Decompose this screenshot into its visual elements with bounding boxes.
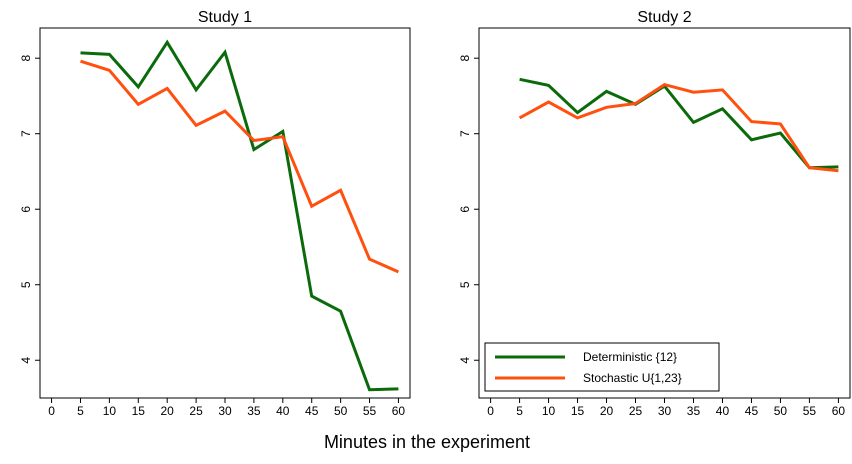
legend-label-stochastic: Stochastic U{1,23} [583,371,682,385]
y-tick-label: 5 [458,281,472,288]
legend-label-deterministic: Deterministic {12} [583,350,677,364]
x-tick-label: 10 [103,404,117,418]
x-tick-label: 5 [77,404,84,418]
x-tick-label: 15 [132,404,146,418]
x-tick-label: 40 [716,404,730,418]
x-tick-label: 25 [189,404,203,418]
y-tick-label: 4 [19,357,33,364]
legend: Deterministic {12} Stochastic U{1,23} [484,342,720,392]
x-tick-label: 20 [600,404,614,418]
y-tick-label: 5 [19,281,33,288]
series-line-stochastic [518,82,839,173]
y-tick-label: 4 [458,357,472,364]
plot-frame [39,27,411,399]
x-tick-label: 55 [803,404,817,418]
legend-box [484,342,720,392]
series-line-deterministic [519,77,839,170]
y-tick-label: 8 [458,55,472,62]
x-tick-label: 25 [629,404,643,418]
x-tick-label: 0 [48,404,55,418]
y-tick-label: 6 [19,206,33,213]
series-line-deterministic [80,39,399,392]
x-tick-label: 55 [363,404,377,418]
y-tick-label: 7 [458,130,472,137]
x-tick-label: 35 [247,404,261,418]
x-tick-label: 30 [218,404,232,418]
y-tick-label: 7 [19,130,33,137]
series-line-stochastic [80,59,400,274]
x-tick-label: 15 [571,404,585,418]
x-tick-label: 45 [745,404,759,418]
x-axis-label: Minutes in the experiment [324,432,530,452]
chart-title: Study 2 [637,9,691,26]
x-tick-label: 0 [487,404,494,418]
x-tick-label: 10 [542,404,556,418]
x-tick-label: 45 [305,404,319,418]
x-tick-label: 60 [392,404,406,418]
x-tick-label: 50 [334,404,348,418]
x-tick-label: 40 [276,404,290,418]
y-tick-label: 6 [458,206,472,213]
x-tick-label: 50 [774,404,788,418]
x-tick-label: 20 [161,404,175,418]
y-tick-label: 8 [19,55,33,62]
x-tick-label: 30 [658,404,672,418]
x-tick-label: 35 [687,404,701,418]
chart-title: Study 1 [198,9,252,26]
x-tick-label: 5 [516,404,523,418]
chart-panel-2: Study 20 5 10 15 20 25 30 35 40 45 50 55 6045678Dete… [458,9,851,418]
x-tick-label: 60 [832,404,846,418]
